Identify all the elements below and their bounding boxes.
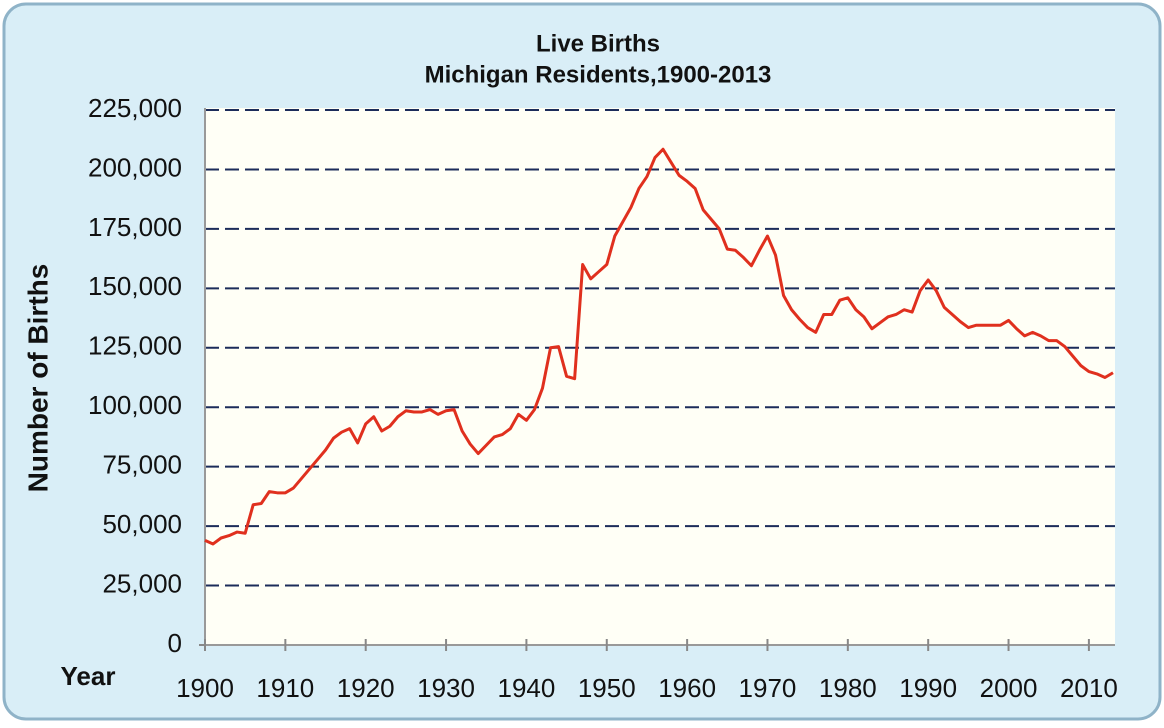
x-tick-label: 1990: [899, 673, 957, 703]
x-tick-label: 1910: [256, 673, 314, 703]
y-tick-label: 225,000: [88, 93, 182, 123]
y-tick-label: 150,000: [88, 271, 182, 301]
x-tick-label: 1940: [497, 673, 555, 703]
y-tick-label: 50,000: [102, 509, 182, 539]
plot-area: [205, 108, 1115, 645]
x-tick-label: 1980: [819, 673, 877, 703]
x-tick-label: 2010: [1060, 673, 1118, 703]
y-tick-label: 100,000: [88, 390, 182, 420]
x-axis-label: Year: [61, 661, 116, 691]
y-tick-label: 200,000: [88, 152, 182, 182]
y-tick-label: 125,000: [88, 331, 182, 361]
x-tick-label: 1900: [176, 673, 234, 703]
y-tick-label: 175,000: [88, 212, 182, 242]
y-tick-label: 0: [168, 628, 182, 658]
data-line: [204, 147, 1114, 546]
y-axis-label: Number of Births: [22, 264, 53, 493]
chart-title: Live Births: [536, 30, 660, 57]
y-tick-label: 25,000: [102, 568, 182, 598]
x-tick-label: 1920: [337, 673, 395, 703]
x-tick-label: 2000: [980, 673, 1038, 703]
x-tick-label: 1960: [658, 673, 716, 703]
chart-subtitle: Michigan Residents,1900-2013: [425, 61, 772, 88]
x-tick-label: 1930: [417, 673, 475, 703]
y-tick-label: 75,000: [102, 450, 182, 480]
x-tick-label: 1970: [739, 673, 797, 703]
x-tick-label: 1950: [578, 673, 636, 703]
